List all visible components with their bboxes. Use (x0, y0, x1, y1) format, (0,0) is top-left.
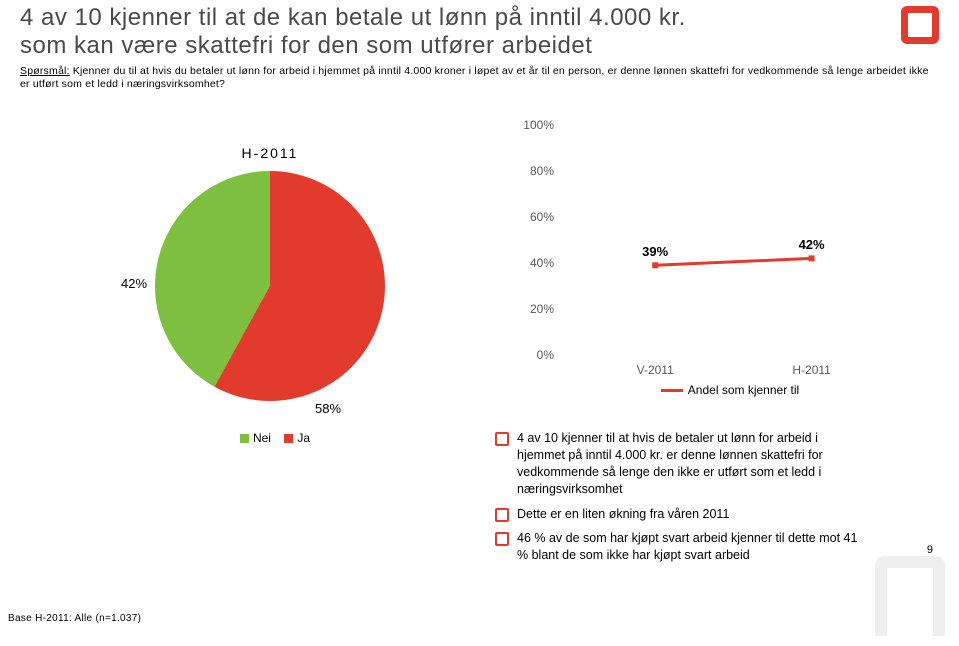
line-series-label: Andel som kjenner til (688, 383, 799, 397)
y-tick-label: 20% (512, 302, 554, 316)
line-plot-area: 0%20%40%60%80%100%39%42%V-2011H-2011 (560, 125, 900, 355)
y-tick-label: 40% (512, 256, 554, 270)
line-svg (560, 125, 900, 355)
corner-watermark-icon (875, 556, 945, 636)
question-text: Spørsmål: Kjenner du til at hvis du beta… (20, 65, 939, 91)
x-tick-label: H-2011 (792, 363, 830, 377)
question-label: Spørsmål: (20, 65, 70, 77)
data-point-label: 39% (642, 244, 668, 259)
pie-legend: Nei Ja (120, 431, 420, 445)
pie-label-no: 42% (121, 276, 147, 291)
pie-title: H-2011 (120, 145, 420, 161)
legend-line-icon (661, 389, 683, 392)
question-body: Kjenner du til at hvis du betaler ut løn… (20, 65, 929, 90)
pie-chart: H-2011 42% 58% Nei Ja (120, 145, 420, 445)
y-tick-label: 100% (512, 118, 554, 132)
charts-row: H-2011 42% 58% Nei Ja 0%20%40%60%80%100%… (0, 125, 959, 475)
pie-graphic: 42% 58% (155, 171, 385, 401)
line-legend: Andel som kjenner til (560, 383, 900, 397)
title-line2: som kan være skattefri for den som utfør… (20, 32, 592, 59)
y-tick-label: 0% (512, 348, 554, 362)
page-title: 4 av 10 kjenner til at de kan betale ut … (20, 4, 939, 59)
x-tick-label: V-2011 (637, 363, 674, 377)
bullet-item: 46 % av de som har kjøpt svart arbeid kj… (495, 530, 865, 564)
title-line1: 4 av 10 kjenner til at de kan betale ut … (20, 4, 686, 31)
legend-label-ja: Ja (297, 431, 310, 445)
pie-label-yes: 58% (315, 401, 341, 416)
bullet-item: 4 av 10 kjenner til at hvis de betaler u… (495, 430, 865, 498)
legend-label-nei: Nei (253, 431, 271, 445)
line-chart: 0% 20% 40% 60% 80% 100% 39% 42% V-2011 H-2011 And… (500, 115, 920, 415)
corner-mark-icon (901, 6, 939, 44)
legend-swatch-nei (240, 434, 249, 443)
legend-swatch-ja (284, 434, 293, 443)
summary-bullets: 4 av 10 kjenner til at hvis de betaler u… (495, 430, 865, 572)
y-tick-label: 60% (512, 210, 554, 224)
data-point-label: 42% (799, 237, 825, 252)
base-note: Base H-2011: Alle (n=1.037) (8, 613, 141, 624)
y-tick-label: 80% (512, 164, 554, 178)
bullet-item: Dette er en liten økning fra våren 2011 (495, 506, 865, 523)
page-number: 9 (927, 544, 933, 556)
title-block: 4 av 10 kjenner til at de kan betale ut … (0, 0, 959, 93)
